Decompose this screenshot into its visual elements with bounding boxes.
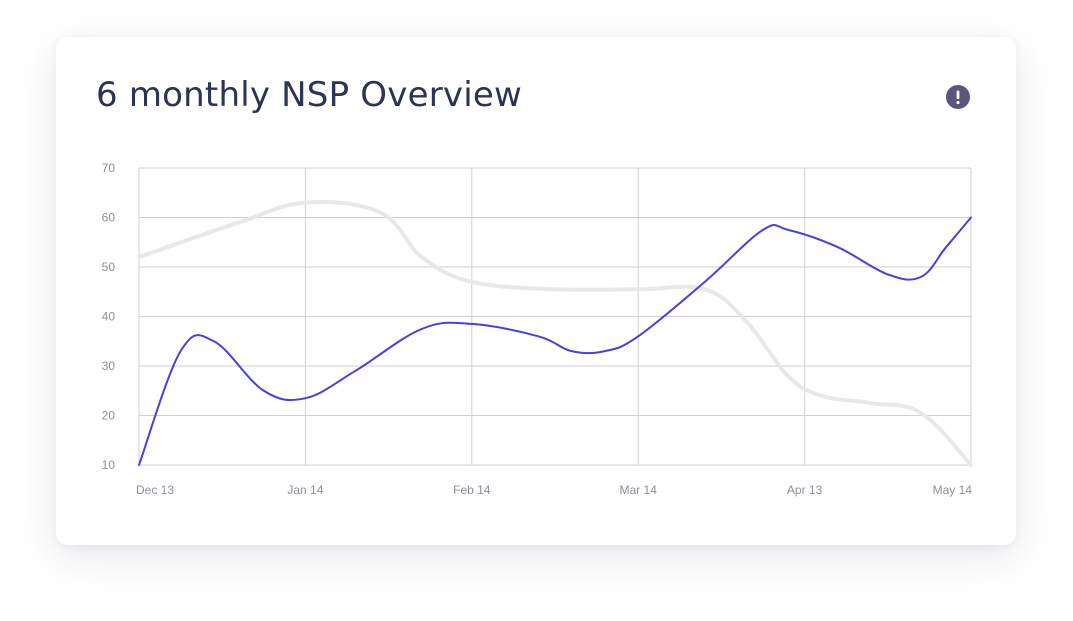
y-axis-labels: 10 20 30 40 50 60 70 xyxy=(102,161,116,472)
x-tick-label: Feb 14 xyxy=(453,483,491,497)
x-tick-label: Apr 13 xyxy=(787,483,823,497)
info-button[interactable] xyxy=(946,85,970,109)
y-tick-label: 50 xyxy=(102,260,116,274)
y-tick-label: 70 xyxy=(102,161,116,175)
chart-series xyxy=(137,200,973,467)
x-tick-label: Dec 13 xyxy=(136,483,174,497)
y-tick-label: 40 xyxy=(102,310,116,324)
y-tick-label: 20 xyxy=(102,409,116,423)
nsp-overview-card: 6 monthly NSP Overview xyxy=(56,37,1016,545)
chart-grid xyxy=(138,167,972,466)
exclamation-circle-icon xyxy=(946,85,970,109)
x-tick-label: Jan 14 xyxy=(287,483,323,497)
y-tick-label: 30 xyxy=(102,359,116,373)
y-tick-label: 10 xyxy=(102,458,116,472)
card-title: 6 monthly NSP Overview xyxy=(96,75,522,115)
series-line-primary xyxy=(138,216,972,466)
x-tick-label: Mar 14 xyxy=(620,483,658,497)
series-line-secondary xyxy=(137,200,973,467)
x-axis-labels: Dec 13 Jan 14 Feb 14 Mar 14 Apr 13 May 14 xyxy=(136,483,972,497)
x-tick-label: May 14 xyxy=(933,483,973,497)
y-tick-label: 60 xyxy=(102,211,116,225)
